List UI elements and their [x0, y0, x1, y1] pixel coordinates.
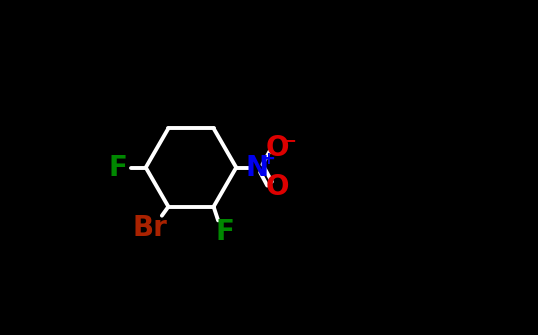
Text: F: F — [216, 218, 235, 247]
Text: Br: Br — [132, 214, 167, 242]
Text: F: F — [108, 153, 127, 182]
Text: O: O — [266, 134, 289, 162]
Text: −: − — [282, 131, 296, 149]
Text: +: + — [261, 149, 275, 168]
Text: N: N — [246, 153, 269, 182]
Text: O: O — [266, 173, 289, 201]
